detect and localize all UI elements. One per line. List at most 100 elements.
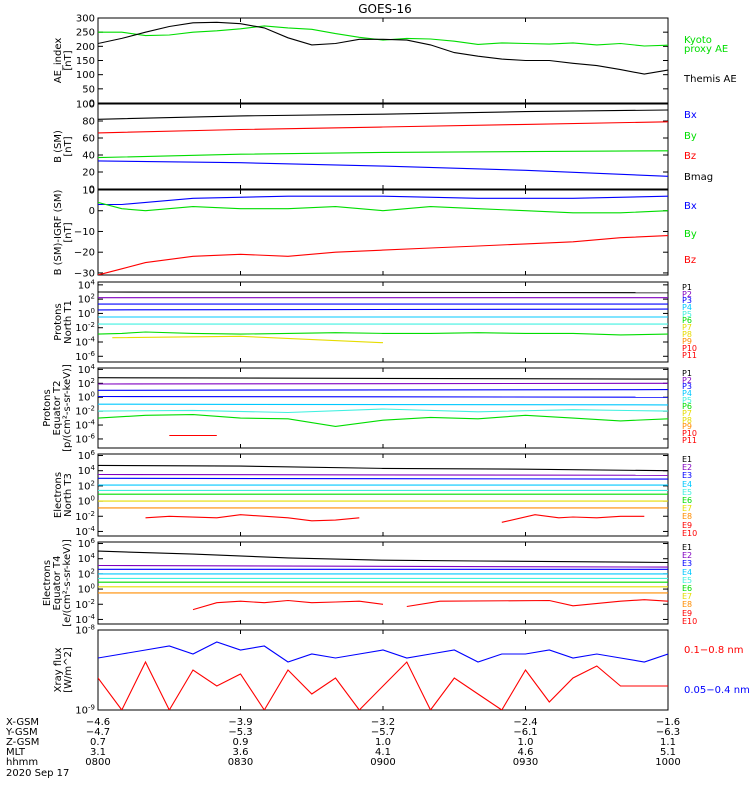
x-tick-label: 4.1 <box>375 747 391 758</box>
y-tick-label: 100 <box>78 583 95 596</box>
series-line-by <box>98 121 668 134</box>
x-tick-label: 1.1 <box>660 737 676 748</box>
y-tick-label: 10 <box>82 186 95 197</box>
x-tick-label: 0800 <box>85 757 110 768</box>
y-tick-label: 10-6 <box>75 350 95 363</box>
x-tick-label: 3.1 <box>90 747 106 758</box>
y-axis-label: North T1 <box>63 300 74 344</box>
x-tick-label: 1.0 <box>518 737 534 748</box>
x-tick-label: 4.6 <box>518 747 534 758</box>
y-tick-label: 10-2 <box>75 510 95 523</box>
series-line-themis-ae <box>98 21 668 75</box>
series-line-bz <box>98 150 668 159</box>
x-tick-label: −5.3 <box>228 727 252 738</box>
y-tick-label: 60 <box>82 134 95 145</box>
y-tick-label: 102 <box>78 293 95 306</box>
legend-label: E1 <box>682 543 692 552</box>
legend-label: 0.1−0.8 nm <box>684 645 743 656</box>
legend-label: P11 <box>682 351 697 360</box>
y-tick-label: 0 <box>89 206 95 217</box>
legend-label: E3 <box>682 471 692 480</box>
legend-label: P6 <box>682 402 692 411</box>
legend-label: By <box>684 229 697 240</box>
y-tick-label: 104 <box>78 278 96 291</box>
legend-label: P2 <box>682 290 692 299</box>
legend-label: E8 <box>682 600 692 609</box>
legend-label: P9 <box>682 337 692 346</box>
y-tick-label: 10-2 <box>75 321 95 334</box>
legend-label: E5 <box>682 576 692 585</box>
series-line-e1 <box>98 464 668 472</box>
y-tick-label: 10-8 <box>75 624 95 637</box>
x-tick-label: 0900 <box>370 757 395 768</box>
legend-label: P5 <box>682 310 692 319</box>
series-line-p5 <box>98 403 668 406</box>
y-tick-label: 10-4 <box>75 525 95 538</box>
y-axis-label: Protons <box>53 303 64 340</box>
y-axis-label: North T3 <box>63 473 74 517</box>
y-axis-label: [p/(cm²-s-sr-keV)] <box>62 364 73 452</box>
legend-label: P11 <box>682 436 697 445</box>
x-row-label: MLT <box>6 747 26 758</box>
legend-label: P5 <box>682 396 692 405</box>
legend-label: P8 <box>682 330 692 339</box>
y-axis-label: B (SM) <box>53 130 64 163</box>
x-tick-label: 0.7 <box>90 737 106 748</box>
y-tick-label: 100 <box>76 70 95 81</box>
y-axis-label: B (SM)-IGRF (SM) <box>53 190 64 276</box>
y-tick-label: 40 <box>82 151 95 162</box>
x-tick-label: −4.7 <box>86 727 110 738</box>
y-axis-label: [nT] <box>63 222 74 242</box>
x-tick-label: −5.7 <box>371 727 395 738</box>
series-line-p2 <box>98 382 668 385</box>
legend-label: P8 <box>682 416 692 425</box>
series-line-e1 <box>98 550 668 564</box>
x-row-label: X-GSM <box>6 717 39 728</box>
legend-label: P1 <box>682 283 692 292</box>
y-tick-label: 102 <box>78 479 95 492</box>
y-axis-label: AE_index <box>53 38 64 84</box>
series-line-p1 <box>98 291 668 294</box>
legend-label: proxy AE <box>684 44 728 55</box>
y-tick-label: 20 <box>82 168 95 179</box>
x-tick-label: 3.6 <box>233 747 249 758</box>
y-tick-label: 0 <box>89 185 95 196</box>
y-tick-label: 100 <box>76 100 95 111</box>
legend-label: P3 <box>682 296 692 305</box>
series-line-e3 <box>98 477 668 480</box>
y-tick-label: 10-4 <box>75 419 95 432</box>
series-line-by <box>98 201 668 214</box>
series-line-0-1-0-8-nm <box>98 660 668 710</box>
y-axis-label: [nT] <box>63 50 74 70</box>
panel-frame <box>97 189 669 276</box>
legend-label: E3 <box>682 559 692 568</box>
legend-label: P7 <box>682 323 692 332</box>
legend-label: Bz <box>684 151 696 162</box>
legend-label: E7 <box>682 592 692 601</box>
series-line-p4 <box>98 395 668 398</box>
x-tick-label: −3.2 <box>371 717 395 728</box>
y-tick-label: 100 <box>78 391 95 404</box>
y-tick-label: 106 <box>78 449 96 462</box>
series-line-e2 <box>98 473 668 476</box>
y-axis-label: Electrons <box>53 472 64 518</box>
x-tick-label: −1.6 <box>656 717 680 728</box>
series-line-p4 <box>98 308 668 311</box>
legend-label: E2 <box>682 463 692 472</box>
series-line-e10 <box>406 599 668 608</box>
y-axis-label: Equator T4 <box>52 556 63 611</box>
series-line-bmag <box>98 109 668 120</box>
legend-label: Bmag <box>684 172 713 183</box>
series-line-kyoto-proxy-ae <box>98 25 668 47</box>
series-line-0-05-0-4-nm <box>98 641 668 663</box>
y-axis-label: Xray flux <box>53 648 64 693</box>
y-tick-label: 100 <box>78 495 95 508</box>
series-line-p7 <box>98 331 668 336</box>
y-tick-label: 104 <box>78 363 96 376</box>
y-tick-label: 300 <box>76 14 95 25</box>
x-row-label: Y-GSM <box>5 727 38 738</box>
